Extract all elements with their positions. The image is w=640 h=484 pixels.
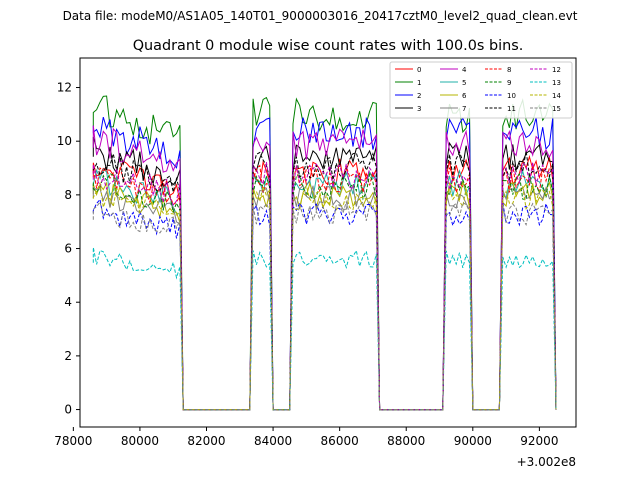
series-line-15	[92, 200, 557, 411]
x-tick-label: 88000	[387, 434, 425, 448]
legend-label-0: 0	[417, 66, 421, 74]
x-tick-label: 92000	[520, 434, 558, 448]
legend-label-10: 10	[507, 92, 516, 100]
x-tick-label: 82000	[187, 434, 225, 448]
series-line-14	[92, 181, 557, 411]
series-line-3	[92, 136, 557, 411]
y-tick-label: 0	[64, 403, 72, 417]
legend-label-15: 15	[552, 105, 561, 113]
series-line-12	[92, 162, 557, 411]
data-file-label: Data file: modeM0/AS1A05_140T01_90000030…	[63, 9, 578, 23]
x-tick-label: 90000	[454, 434, 492, 448]
series-line-6	[92, 180, 557, 411]
y-tick-label: 12	[57, 81, 72, 95]
legend-label-4: 4	[462, 66, 467, 74]
legend-label-11: 11	[507, 105, 516, 113]
x-tick-label: 80000	[121, 434, 159, 448]
series-line-10	[92, 198, 557, 411]
series-line-8	[92, 164, 557, 411]
y-tick-label: 6	[64, 242, 72, 256]
legend-label-8: 8	[507, 66, 511, 74]
legend-label-9: 9	[507, 79, 511, 87]
x-tick-label: 84000	[254, 434, 292, 448]
series-line-11	[92, 150, 557, 411]
y-tick-label: 4	[64, 295, 72, 309]
x-offset-label: +3.002e8	[517, 455, 576, 469]
legend-label-14: 14	[552, 92, 561, 100]
legend-label-3: 3	[417, 105, 421, 113]
axes-layer: 78000 80000 82000 84000 86000 88000 90000 92000…	[54, 81, 558, 448]
legend-label-5: 5	[462, 79, 466, 87]
legend-label-2: 2	[417, 92, 421, 100]
series-line-9	[92, 172, 557, 411]
legend-label-12: 12	[552, 66, 561, 74]
x-tick-label: 86000	[321, 434, 359, 448]
legend-box	[389, 61, 573, 119]
legend-label-1: 1	[417, 79, 421, 87]
series-line-1	[92, 95, 557, 411]
x-tick-label: 78000	[54, 434, 92, 448]
legend-label-13: 13	[552, 79, 561, 87]
legend-label-6: 6	[462, 92, 467, 100]
series-line-2	[92, 116, 557, 411]
legend-label-7: 7	[462, 105, 466, 113]
y-tick-label: 2	[64, 349, 72, 363]
series-line-4	[92, 125, 557, 411]
series-line-13	[92, 247, 557, 411]
y-tick-label: 8	[64, 188, 72, 202]
plot-frame	[79, 57, 577, 428]
chart-title: Quadrant 0 module wise count rates with …	[133, 38, 524, 54]
series-layer	[92, 95, 557, 411]
series-line-7	[92, 183, 557, 411]
y-tick-label: 10	[57, 134, 72, 148]
